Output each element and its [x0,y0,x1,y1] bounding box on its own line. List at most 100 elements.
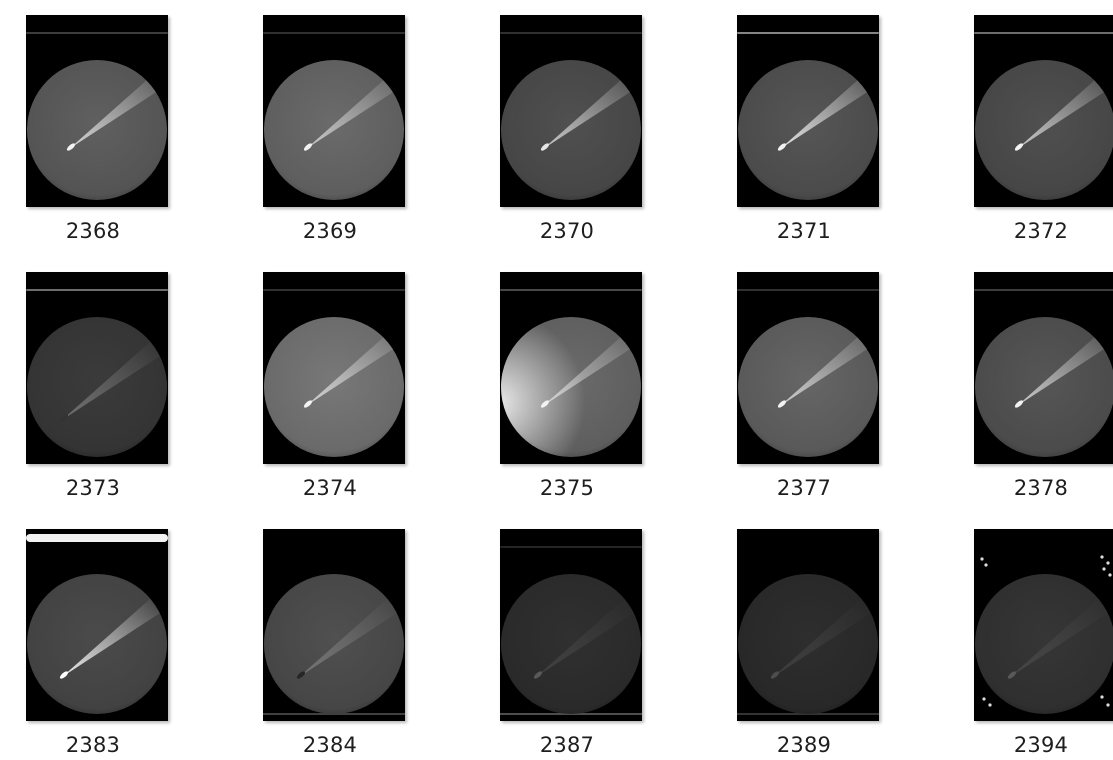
comet-tail [62,342,160,420]
comet-head [1014,143,1024,151]
file-name-label[interactable]: 2375 [539,476,595,500]
comet-tail [69,71,167,149]
file-tile[interactable]: 2370 [474,0,660,250]
image-thumbnail[interactable] [974,272,1113,464]
sky-image [263,15,405,207]
file-name-label[interactable]: 2374 [302,476,358,500]
file-tile[interactable]: 2373 [0,257,186,507]
file-name-label[interactable]: 2384 [302,733,358,757]
comet-tail [773,599,871,677]
horizon-band [974,32,1113,34]
file-name-label[interactable]: 2369 [302,219,358,243]
file-tile[interactable]: 2384 [237,514,423,760]
horizon-band [263,32,405,34]
comet-head [1007,671,1017,679]
image-thumbnail[interactable] [500,15,642,207]
comet-head [540,400,550,408]
sky-disk [27,317,167,457]
horizon-band [263,289,405,291]
comet-tail [1017,71,1113,149]
horizon-band [500,32,642,34]
image-thumbnail[interactable] [26,272,168,464]
horizon-band [26,32,168,34]
horizon-band [26,289,168,291]
comet-tail [780,71,878,149]
comet-tail [536,599,634,677]
image-thumbnail[interactable] [263,272,405,464]
file-tile[interactable]: 2394 [948,514,1113,760]
file-name-label[interactable]: 2377 [776,476,832,500]
image-thumbnail[interactable] [263,529,405,721]
file-tile[interactable]: 2368 [0,0,186,250]
comet-head [66,143,76,151]
file-name-label[interactable]: 2373 [65,476,121,500]
comet-head [540,143,550,151]
file-tile[interactable]: 2387 [474,514,660,760]
image-thumbnail[interactable] [974,529,1113,721]
horizon-band [974,289,1113,291]
image-thumbnail[interactable] [500,529,642,721]
file-name-label[interactable]: 2368 [65,219,121,243]
sky-disk [501,574,641,714]
sky-disk [264,574,404,714]
sky-image [974,529,1113,721]
sky-disk [738,574,878,714]
comet-tail [299,599,397,677]
comet-head [777,400,787,408]
file-tile[interactable]: 2383 [0,514,186,760]
comet-head [296,671,306,679]
file-tile[interactable]: 2378 [948,257,1113,507]
sky-image [500,15,642,207]
image-thumbnail[interactable] [737,272,879,464]
comet-tail [543,71,641,149]
comet-head [777,143,787,151]
file-name-label[interactable]: 2378 [1013,476,1069,500]
comet-tail [780,328,878,406]
horizon-band [737,289,879,291]
sky-image [500,272,642,464]
file-name-label[interactable]: 2371 [776,219,832,243]
file-name-label[interactable]: 2383 [65,733,121,757]
file-name-label[interactable]: 2389 [776,733,832,757]
file-name-label[interactable]: 2372 [1013,219,1069,243]
comet-head [1014,400,1024,408]
comet-head [303,400,313,408]
file-tile[interactable]: 2374 [237,257,423,507]
image-thumbnail[interactable] [26,15,168,207]
image-thumbnail[interactable] [974,15,1113,207]
sky-disk [975,574,1113,714]
sky-image [737,15,879,207]
comet-tail [306,71,404,149]
horizon-band [26,534,168,542]
file-tile[interactable]: 2372 [948,0,1113,250]
sky-disk [27,574,167,714]
comet-head [770,671,780,679]
sky-image [26,529,168,721]
image-thumbnail[interactable] [500,272,642,464]
sky-image [737,272,879,464]
sky-image [26,272,168,464]
comet-head [59,414,69,422]
file-name-label[interactable]: 2394 [1013,733,1069,757]
file-tile[interactable]: 2377 [711,257,897,507]
sky-image [26,15,168,207]
file-tile[interactable]: 2389 [711,514,897,760]
horizon-band [737,32,879,34]
comet-tail [1010,599,1108,677]
image-thumbnail[interactable] [26,529,168,721]
file-tile[interactable]: 2375 [474,257,660,507]
file-tile[interactable]: 2371 [711,0,897,250]
image-thumbnail[interactable] [263,15,405,207]
comet-tail [62,599,160,677]
comet-head [303,143,313,151]
file-tile[interactable]: 2369 [237,0,423,250]
image-thumbnail[interactable] [737,15,879,207]
horizon-band [500,546,642,548]
comet-tail [306,328,404,406]
file-name-label[interactable]: 2370 [539,219,595,243]
image-thumbnail[interactable] [737,529,879,721]
sky-image [974,272,1113,464]
file-name-label[interactable]: 2387 [539,733,595,757]
comet-tail [543,328,641,406]
